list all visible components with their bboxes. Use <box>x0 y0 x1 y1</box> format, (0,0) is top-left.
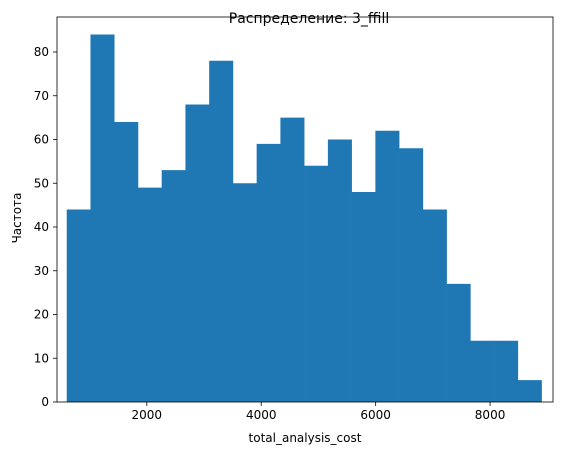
y-tick-label: 0 <box>41 395 49 409</box>
histogram-bar <box>494 340 519 402</box>
histogram-bar <box>422 209 447 402</box>
histogram-bar <box>446 283 471 402</box>
x-tick-label: 2000 <box>132 408 163 422</box>
histogram-bar <box>399 148 424 402</box>
chart-title: Распределение: 3_ffill <box>229 11 389 27</box>
y-tick-label: 50 <box>34 176 49 190</box>
bars-group <box>66 34 542 402</box>
y-axis-title: Частота <box>10 193 24 244</box>
histogram-bar <box>114 122 139 402</box>
histogram-bar <box>185 104 210 402</box>
histogram-bar <box>256 143 281 402</box>
histogram-bar <box>209 60 234 402</box>
y-tick-label: 70 <box>34 89 49 103</box>
histogram-bar <box>66 209 91 402</box>
x-axis: 2000 4000 6000 8000 <box>132 402 506 422</box>
histogram-bar <box>470 340 495 402</box>
histogram-bar <box>280 117 305 402</box>
histogram-bar <box>304 165 329 402</box>
histogram-bar <box>375 130 400 402</box>
y-tick-label: 20 <box>34 308 49 322</box>
y-tick-label: 40 <box>34 220 49 234</box>
x-tick-label: 6000 <box>360 408 391 422</box>
y-axis: 0 10 20 30 40 50 60 70 80 <box>34 45 57 409</box>
histogram-bar <box>517 380 542 402</box>
histogram-bar <box>161 170 186 402</box>
x-axis-title: total_analysis_cost <box>249 431 362 445</box>
x-tick-label: 8000 <box>475 408 506 422</box>
y-tick-label: 60 <box>34 133 49 147</box>
histogram-bar <box>232 183 257 402</box>
plot-frame <box>56 16 554 403</box>
y-tick-label: 10 <box>34 351 49 365</box>
x-tick-label: 4000 <box>246 408 277 422</box>
histogram-bar <box>327 139 352 402</box>
y-tick-label: 30 <box>34 264 49 278</box>
y-tick-label: 80 <box>34 45 49 59</box>
histogram-bar <box>90 34 115 402</box>
histogram-bar <box>137 187 162 402</box>
histogram-bar <box>351 192 376 402</box>
